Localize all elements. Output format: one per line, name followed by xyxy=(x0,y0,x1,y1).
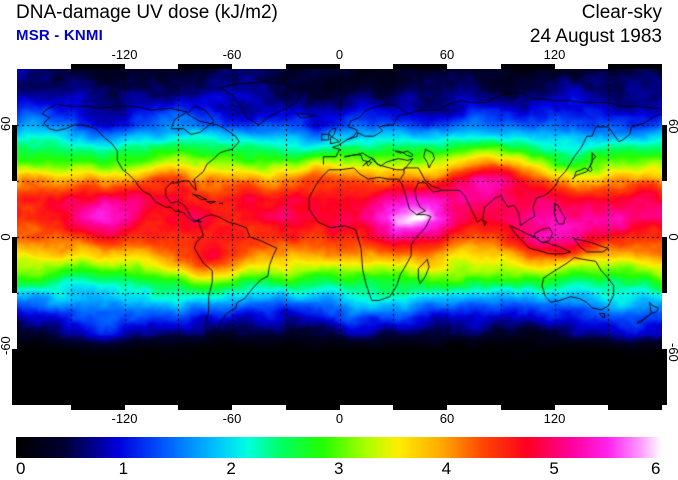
axis-top xyxy=(17,64,662,69)
page-title: DNA-damage UV dose (kJ/m2) xyxy=(16,2,278,23)
x-tick-label-top: -120 xyxy=(111,47,138,62)
coastline-and-grid-overlay xyxy=(17,69,662,405)
x-tick-label-bottom: -120 xyxy=(111,411,138,426)
colorbar-tick-label: 0 xyxy=(16,459,26,478)
y-tick-label-left: 0 xyxy=(0,231,13,243)
y-tick-label-right: -60 xyxy=(666,343,678,362)
x-tick-label-bottom: 0 xyxy=(335,411,344,426)
x-tick-label-top: 0 xyxy=(335,47,344,62)
condition-label: Clear-sky xyxy=(581,2,662,23)
axis-left xyxy=(12,69,17,405)
axis-right xyxy=(662,69,667,405)
map-plot-area xyxy=(17,69,662,405)
colorbar-tick-label: 3 xyxy=(334,459,344,478)
colorbar-gradient xyxy=(16,437,662,458)
x-tick-label-top: 60 xyxy=(439,47,455,62)
date-label: 24 August 1983 xyxy=(529,26,662,47)
y-tick-label-left: 60 xyxy=(0,116,13,131)
x-tick-label-bottom: -60 xyxy=(222,411,242,426)
x-tick-label-top: 120 xyxy=(543,47,566,62)
y-tick-label-right: 0 xyxy=(666,231,678,243)
colorbar xyxy=(16,437,662,458)
colorbar-tick-label: 6 xyxy=(651,459,661,478)
data-source-label: MSR - KNMI xyxy=(16,27,103,44)
colorbar-tick-label: 1 xyxy=(118,459,129,478)
x-tick-label-top: -60 xyxy=(222,47,242,62)
axis-bottom xyxy=(17,405,662,410)
colorbar-tick-labels: 0 1 2 3 4 5 6 xyxy=(16,459,662,479)
colorbar-tick-label: 2 xyxy=(226,459,236,478)
y-tick-label-left: -60 xyxy=(0,336,13,355)
chart-header: DNA-damage UV dose (kJ/m2) MSR - KNMI Cl… xyxy=(0,0,678,60)
x-tick-label-bottom: 120 xyxy=(543,411,566,426)
x-tick-label-bottom: 60 xyxy=(439,411,455,426)
y-tick-label-right: 60 xyxy=(666,119,678,134)
colorbar-tick-label: 5 xyxy=(549,459,559,478)
colorbar-tick-label: 4 xyxy=(441,459,452,478)
